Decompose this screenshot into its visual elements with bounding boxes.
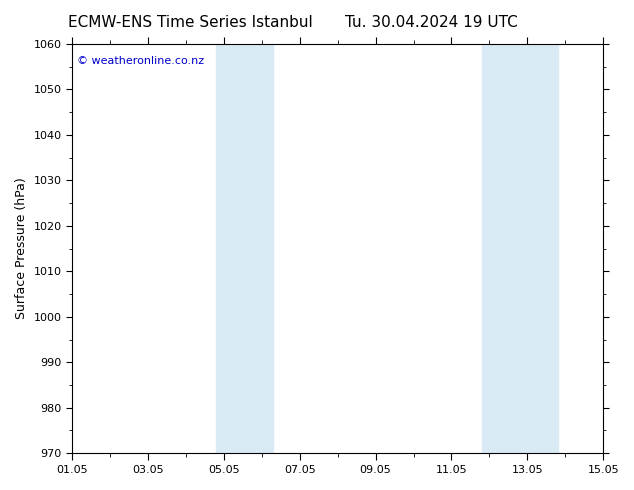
Bar bbox=[243, 44, 273, 453]
Text: Tu. 30.04.2024 19 UTC: Tu. 30.04.2024 19 UTC bbox=[345, 15, 517, 30]
Bar bbox=[482, 44, 510, 453]
Bar bbox=[216, 44, 243, 453]
Bar bbox=[510, 44, 558, 453]
Text: ECMW-ENS Time Series Istanbul: ECMW-ENS Time Series Istanbul bbox=[68, 15, 313, 30]
Text: © weatheronline.co.nz: © weatheronline.co.nz bbox=[77, 56, 205, 66]
Y-axis label: Surface Pressure (hPa): Surface Pressure (hPa) bbox=[15, 178, 28, 319]
